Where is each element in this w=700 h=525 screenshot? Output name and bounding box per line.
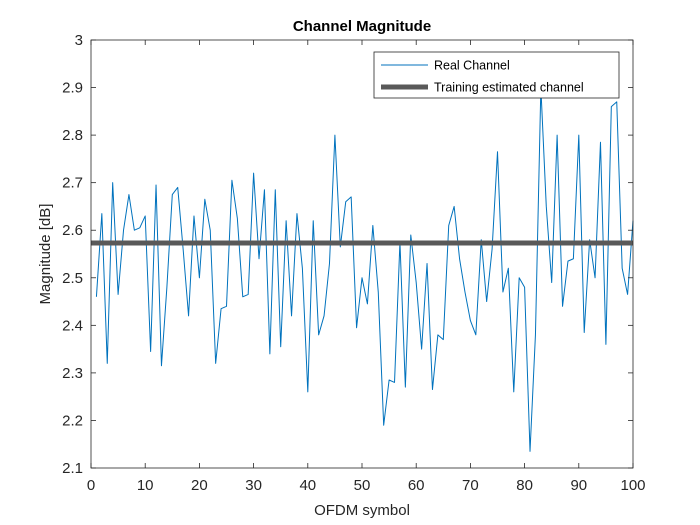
x-tick-label: 50 (354, 477, 371, 494)
y-tick-label: 2.9 (62, 80, 83, 97)
x-tick-label: 40 (299, 477, 316, 494)
chart-title: Channel Magnitude (293, 18, 431, 35)
legend-label-training-estimated-channel: Training estimated channel (434, 81, 584, 95)
x-tick-label: 0 (87, 477, 95, 494)
x-tick-label: 20 (191, 477, 208, 494)
series-layer (91, 87, 634, 452)
y-tick-label: 2.4 (62, 317, 83, 334)
y-tick-label: 2.6 (62, 222, 83, 239)
x-tick-label: 30 (245, 477, 262, 494)
x-tick-label: 90 (570, 477, 587, 494)
series-line-real-channel (95, 87, 634, 452)
y-tick-label: 3 (75, 32, 83, 49)
y-tick-label: 2.1 (62, 460, 83, 477)
y-tick-label: 2.5 (62, 270, 83, 287)
y-tick-label: 2.2 (62, 412, 83, 429)
x-tick-label: 100 (620, 477, 645, 494)
y-axis-label: Magnitude [dB] (37, 204, 54, 305)
x-tick-label: 10 (137, 477, 154, 494)
plot-area (91, 40, 633, 468)
legend-label-real-channel: Real Channel (434, 59, 510, 73)
x-tick-label: 70 (462, 477, 479, 494)
y-tick-label: 2.8 (62, 127, 83, 144)
y-tick-label: 2.7 (62, 175, 83, 192)
legend: Real Channel Training estimated channel (373, 51, 620, 99)
x-tick-label: 60 (408, 477, 425, 494)
legend-box (373, 51, 620, 99)
y-tick-label: 2.3 (62, 365, 83, 382)
axes-layer: 0 10 20 30 40 50 60 70 80 90 100 2.1 2.2 2.3 2.4 2.5 2.6… (62, 32, 645, 494)
x-tick-label: 80 (516, 477, 533, 494)
x-axis-label: OFDM symbol (314, 502, 410, 519)
